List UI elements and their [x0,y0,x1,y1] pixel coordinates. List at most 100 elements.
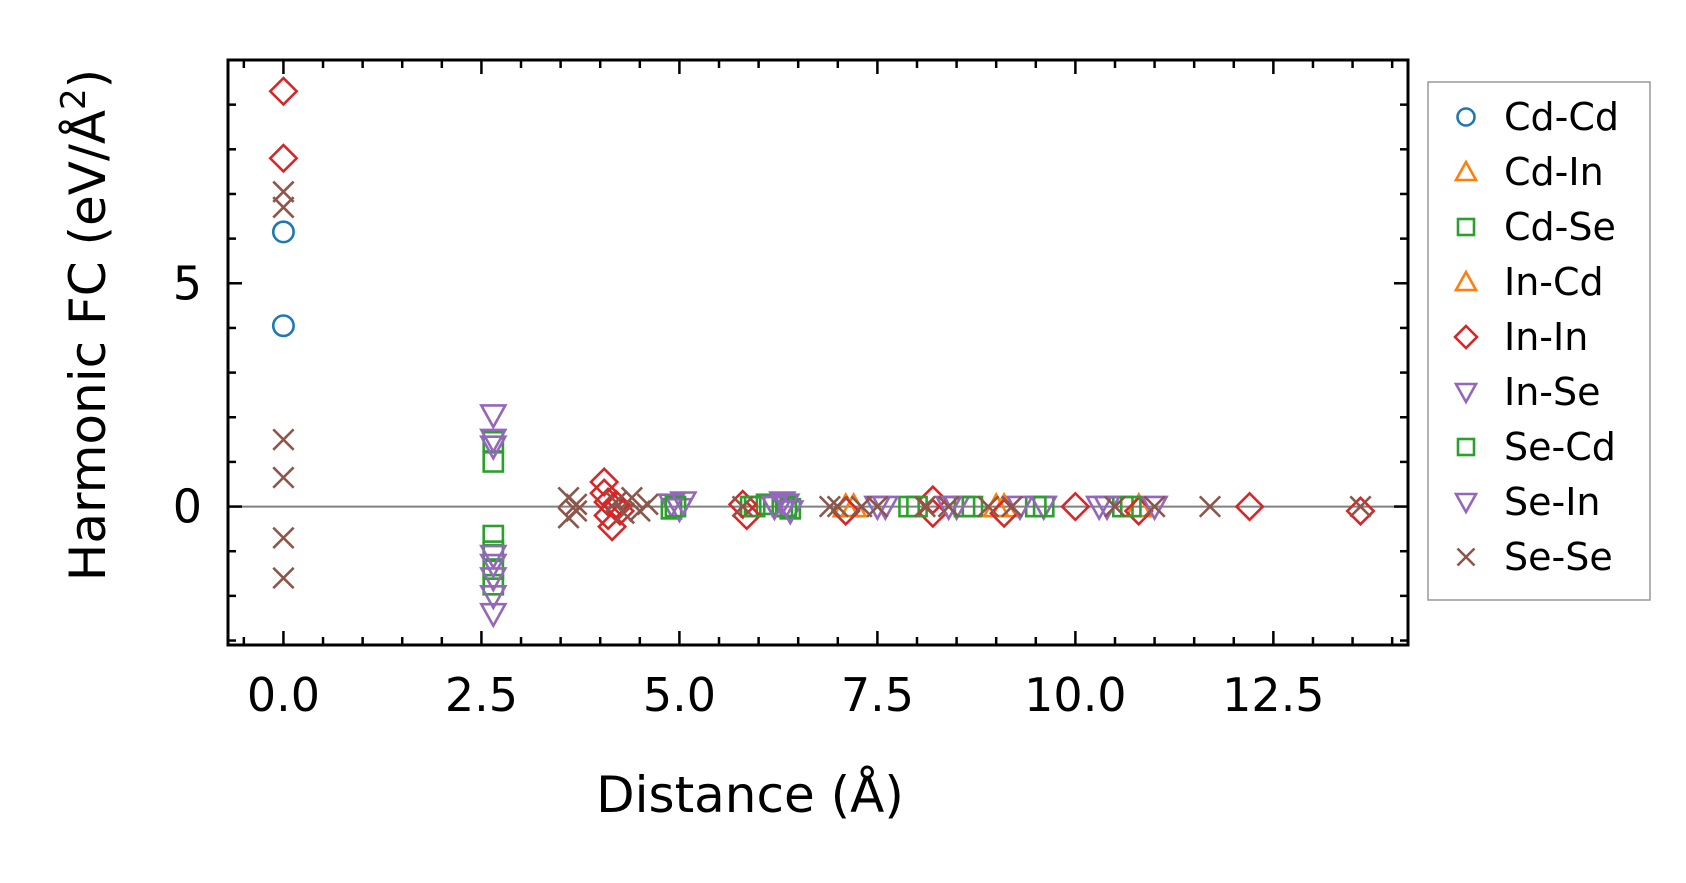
point-se-se [272,196,295,219]
y-tick-labels: 05 [173,256,202,533]
data-points [268,76,1376,629]
point-se-se [1103,495,1127,518]
legend-marker-cd-se [1456,217,1476,237]
point-se-in [479,602,508,629]
legend-item-se-se: Se-Se [1456,535,1613,579]
point-se-se [826,495,849,518]
point-cd-cd [271,314,295,338]
x-tick-labels: 0.0 2.5 5.0 7.5 10.0 12.5 [247,668,1325,722]
point-se-in [479,544,508,571]
point-se-in [772,493,801,520]
point-cd-cd [271,220,295,244]
y-axis-label-close: ) [59,69,117,89]
point-in-in [1060,491,1091,522]
legend-marker-in-in [1453,324,1479,350]
legend-marker-cd-in [1453,159,1479,182]
point-in-in [268,143,299,174]
x-tick-label: 5.0 [643,668,716,722]
legend-marker-in-cd [1453,269,1479,292]
point-se-in [863,495,892,522]
point-in-in [593,500,624,531]
legend-label-cd-in: Cd-In [1504,150,1604,194]
point-in-in [727,489,758,520]
point-in-se [1140,495,1169,522]
point-se-se [866,495,889,518]
point-se-in [479,567,508,593]
point-se-in [669,491,698,517]
legend-box [1427,81,1651,601]
legend-marker-cd-cd [1456,107,1476,127]
legend-item-in-se: In-Se [1453,370,1601,414]
y-tick-label: 0 [173,480,202,534]
point-se-se [1198,495,1222,518]
legend: Cd-Cd Cd-In Cd-Se In-Cd In-In In-Se Se-Cd Se-In… [1427,81,1651,601]
y-axis-label-superscript: 2 [54,88,94,110]
point-in-in [1234,491,1265,522]
point-se-se [977,495,1000,518]
legend-item-in-in: In-In [1453,315,1588,359]
legend-item-cd-in: Cd-In [1453,150,1604,194]
plot-frame [226,58,1410,647]
legend-marker-se-se [1456,547,1476,567]
point-se-cd [664,495,687,518]
legend-marker-se-in [1453,492,1479,515]
x-axis-label: Distance (Å) [596,766,904,824]
x-tick-label: 7.5 [841,668,914,722]
legend-label-in-cd: In-Cd [1504,260,1604,304]
point-se-se [818,495,841,518]
series-se-se [272,180,1372,590]
legend-label-in-in: In-In [1504,315,1588,359]
legend-label-se-in: Se-In [1504,480,1601,524]
y-axis-label-main: Harmonic FC (eV/Å [59,110,117,581]
point-se-in [934,495,963,522]
legend-label-se-cd: Se-Cd [1504,425,1616,469]
x-tick-label: 10.0 [1024,668,1126,722]
point-se-se [731,495,754,518]
point-se-se [913,495,937,518]
point-se-se [620,486,644,509]
point-se-se [636,493,659,516]
legend-label-in-se: In-Se [1504,370,1601,414]
point-se-se [1143,495,1166,518]
point-se-se [1349,495,1372,518]
point-in-in [589,466,620,498]
point-se-in [479,435,508,461]
point-se-se [565,493,588,516]
point-se-se [272,466,295,489]
y-axis-label: Harmonic FC (eV/Å2) [54,69,117,581]
legend-item-se-cd: Se-Cd [1456,425,1616,469]
series-cd-cd [271,220,295,338]
point-se-se [604,490,628,514]
legend-item-cd-cd: Cd-Cd [1456,95,1619,139]
point-se-cd [743,495,766,518]
point-in-in [268,76,299,107]
point-in-se [479,428,508,455]
point-in-in [1345,495,1376,527]
point-in-se [479,404,508,430]
point-se-se [1000,495,1024,518]
x-tick-label: 12.5 [1222,668,1324,722]
point-in-in [601,489,632,520]
legend-marker-se-cd [1456,437,1476,457]
point-se-cd [1119,495,1142,518]
point-in-in [593,487,624,518]
legend-label-cd-cd: Cd-Cd [1504,95,1619,139]
legend-item-cd-se: Cd-Se [1456,205,1616,249]
point-se-in [479,553,508,580]
x-tick-label: 2.5 [445,668,518,722]
point-se-se [272,526,295,549]
legend-marker-in-se [1453,382,1479,405]
point-se-se [272,428,295,451]
point-se-se [937,495,960,518]
legend-item-se-in: Se-In [1453,480,1601,524]
point-se-se [272,566,295,590]
legend-label-cd-se: Cd-Se [1504,205,1616,249]
point-se-in [479,584,508,611]
point-se-se [272,180,295,203]
x-tick-label: 0.0 [247,668,320,722]
legend-item-in-cd: In-Cd [1453,260,1604,304]
y-tick-label: 5 [173,256,202,310]
legend-label-se-se: Se-Se [1504,535,1613,579]
point-se-in [1084,495,1114,522]
